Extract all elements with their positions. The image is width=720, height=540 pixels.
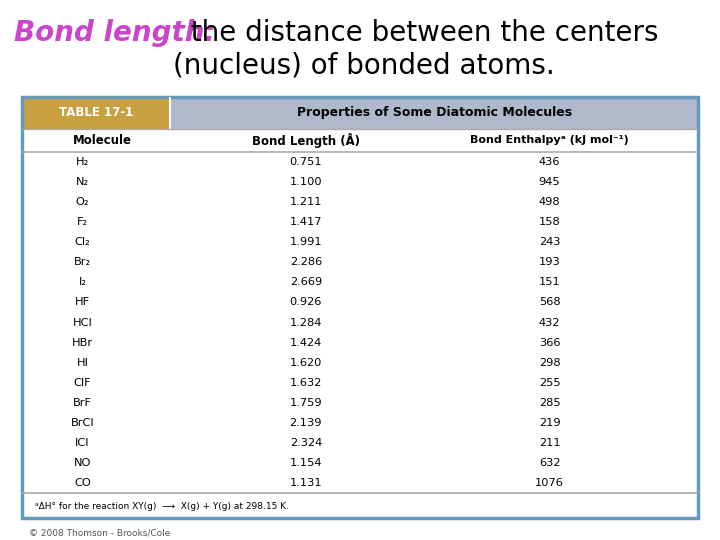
Text: I₂: I₂ <box>78 278 86 287</box>
Text: O₂: O₂ <box>76 197 89 207</box>
Text: 1076: 1076 <box>535 478 564 488</box>
Text: HCl: HCl <box>73 318 92 328</box>
Text: ClF: ClF <box>73 378 91 388</box>
Text: 2.139: 2.139 <box>289 418 322 428</box>
Text: Molecule: Molecule <box>73 134 132 147</box>
Text: Bond Enthalpyᵃ (kJ mol⁻¹): Bond Enthalpyᵃ (kJ mol⁻¹) <box>470 136 629 145</box>
Text: 2.324: 2.324 <box>289 438 322 448</box>
Text: 255: 255 <box>539 378 560 388</box>
Text: 1.100: 1.100 <box>289 177 322 187</box>
Text: 1.632: 1.632 <box>289 378 322 388</box>
Text: H₂: H₂ <box>76 157 89 167</box>
Text: 1.424: 1.424 <box>289 338 322 348</box>
Text: 1.211: 1.211 <box>289 197 322 207</box>
Text: TABLE 17-1: TABLE 17-1 <box>59 106 133 119</box>
Text: 1.759: 1.759 <box>289 398 322 408</box>
Text: 193: 193 <box>539 258 560 267</box>
Text: ᵃΔH° for the reaction XY(g)  ⟶  X(g) + Y(g) at 298.15 K.: ᵃΔH° for the reaction XY(g) ⟶ X(g) + Y(g… <box>35 502 289 510</box>
Text: 632: 632 <box>539 458 560 468</box>
Text: ICl: ICl <box>76 438 90 448</box>
Text: 1.154: 1.154 <box>289 458 322 468</box>
Text: 298: 298 <box>539 357 560 368</box>
Text: 219: 219 <box>539 418 560 428</box>
Text: 498: 498 <box>539 197 560 207</box>
Text: F₂: F₂ <box>77 217 88 227</box>
Text: Bond Length (Å): Bond Length (Å) <box>252 133 360 148</box>
Text: 1.284: 1.284 <box>289 318 322 328</box>
Text: 1.131: 1.131 <box>289 478 322 488</box>
Text: HBr: HBr <box>72 338 93 348</box>
Text: HI: HI <box>76 357 89 368</box>
Text: 1.417: 1.417 <box>289 217 322 227</box>
Text: Properties of Some Diatomic Molecules: Properties of Some Diatomic Molecules <box>297 106 572 119</box>
Text: 366: 366 <box>539 338 560 348</box>
Text: 1.991: 1.991 <box>289 237 322 247</box>
Text: NO: NO <box>74 458 91 468</box>
Text: Br₂: Br₂ <box>74 258 91 267</box>
Text: 945: 945 <box>539 177 560 187</box>
Text: 0.751: 0.751 <box>289 157 322 167</box>
Text: 432: 432 <box>539 318 560 328</box>
Text: © 2008 Thomson - Brooks/Cole: © 2008 Thomson - Brooks/Cole <box>29 528 170 537</box>
Bar <box>171 97 698 129</box>
Text: 1.620: 1.620 <box>289 357 322 368</box>
Text: HF: HF <box>75 298 90 307</box>
Text: 285: 285 <box>539 398 560 408</box>
Text: Bond length:: Bond length: <box>14 19 216 47</box>
Text: Cl₂: Cl₂ <box>75 237 91 247</box>
Text: 151: 151 <box>539 278 560 287</box>
Text: N₂: N₂ <box>76 177 89 187</box>
Text: 568: 568 <box>539 298 560 307</box>
Text: 243: 243 <box>539 237 560 247</box>
Text: 211: 211 <box>539 438 560 448</box>
Text: 2.669: 2.669 <box>289 278 322 287</box>
Text: CO: CO <box>74 478 91 488</box>
Text: 158: 158 <box>539 217 560 227</box>
Bar <box>22 97 171 129</box>
Text: 2.286: 2.286 <box>289 258 322 267</box>
Text: BrF: BrF <box>73 398 92 408</box>
Text: the distance between the centers
(nucleus) of bonded atoms.: the distance between the centers (nucleu… <box>173 19 659 79</box>
Text: 0.926: 0.926 <box>289 298 322 307</box>
Text: BrCl: BrCl <box>71 418 94 428</box>
Text: 436: 436 <box>539 157 560 167</box>
